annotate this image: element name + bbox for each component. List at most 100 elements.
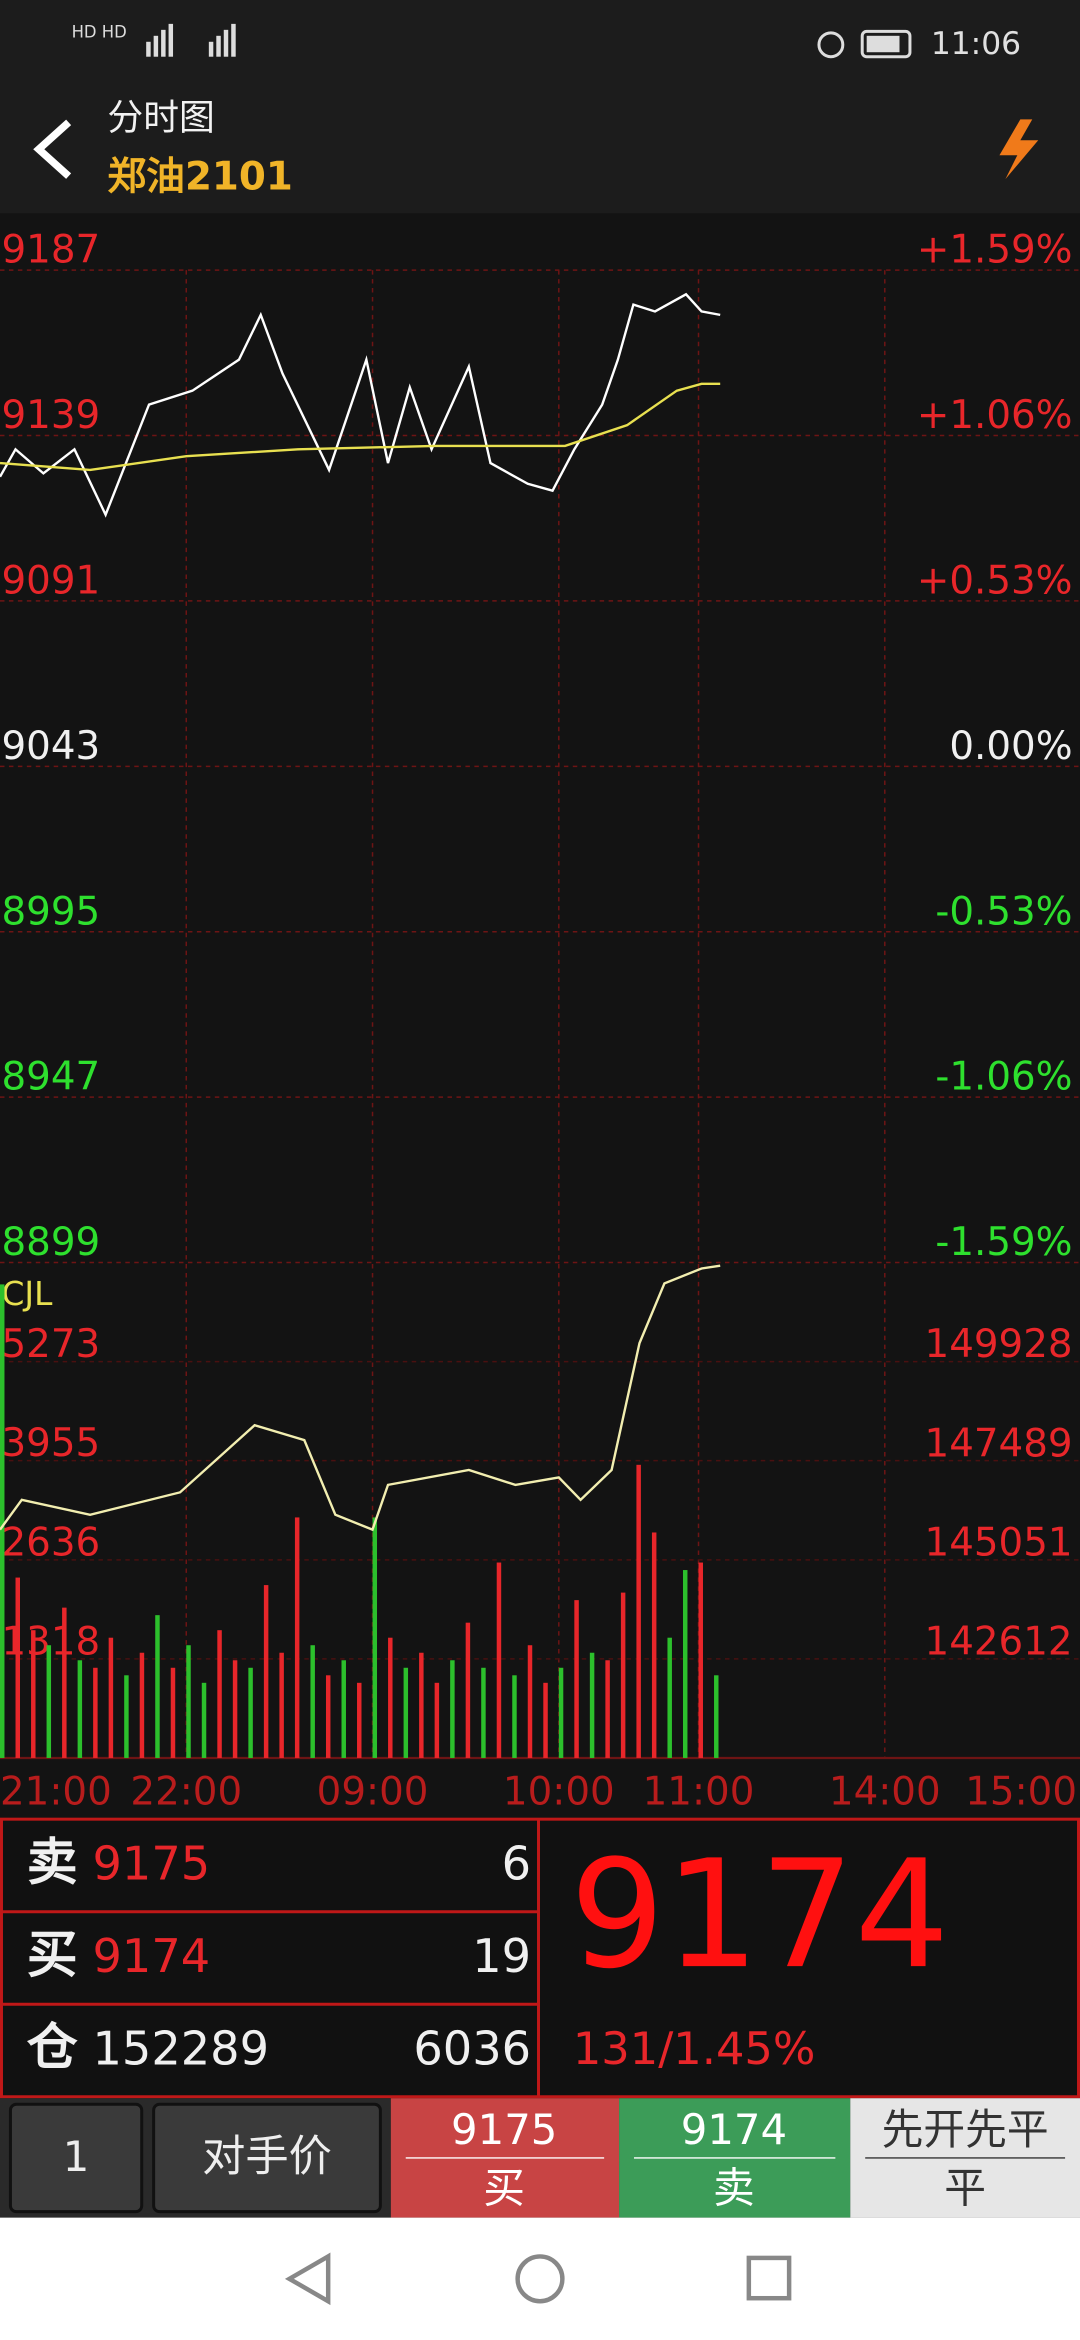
oi-label: 仓 — [27, 2017, 78, 2076]
volume-bar — [481, 1667, 486, 1758]
volume-bar — [372, 1517, 378, 1758]
x-tick-label: 15:00 — [965, 1769, 1077, 1814]
y2-tick-label: 142612 — [925, 1619, 1073, 1664]
x-tick-label: 11:00 — [643, 1769, 755, 1814]
page-title: 分时图 — [107, 97, 214, 138]
nav-recents[interactable] — [746, 2255, 792, 2301]
volume-bar — [294, 1517, 300, 1758]
price-type-button[interactable] — [152, 2102, 382, 2214]
volume-bar — [527, 1645, 533, 1758]
y-tick-label: 3955 — [1, 1421, 100, 1466]
battery-level — [866, 35, 900, 53]
volume-bar — [574, 1600, 579, 1758]
volume-bar — [558, 1667, 564, 1758]
y-tick-label: 9091 — [1, 559, 100, 604]
buy-qty: 19 — [472, 1929, 531, 1983]
volume-bar — [620, 1592, 626, 1758]
y-tick-label: 8899 — [1, 1220, 100, 1265]
flash-button[interactable] — [999, 119, 1039, 180]
back-button[interactable] — [33, 119, 72, 179]
volume-bar — [124, 1675, 129, 1758]
volume-bar — [62, 1607, 67, 1758]
y2-tick-label: +1.59% — [917, 228, 1073, 273]
volume-bar — [170, 1667, 176, 1758]
volume-bar — [388, 1637, 393, 1758]
volume-bar — [419, 1652, 424, 1758]
volume-bar — [201, 1682, 207, 1758]
battery-icon — [860, 29, 912, 59]
buy-button-label: 买 — [483, 2163, 525, 2212]
volume-bar — [186, 1645, 191, 1758]
charts: 9187 9139 9091 9043 8995 8947 8899 +1.59% +1.06%… — [0, 228, 1080, 1814]
nav-bar — [0, 2217, 1080, 2340]
volume-bar — [605, 1660, 610, 1758]
nav-home[interactable] — [515, 2254, 565, 2304]
volume-bar — [589, 1652, 595, 1758]
volume-bar — [108, 1637, 114, 1758]
volume-bar — [232, 1660, 238, 1758]
price-type: 对手价 — [202, 2132, 332, 2182]
sell-button-label: 卖 — [713, 2163, 755, 2212]
y2-tick-label: 0.00% — [949, 724, 1072, 769]
x-tick-label: 14:00 — [829, 1769, 941, 1814]
status-time: 11:06 — [931, 26, 1021, 62]
open-interest-line — [0, 1264, 721, 1532]
volume-bar — [543, 1682, 548, 1758]
volume-bar — [31, 1630, 36, 1758]
y2-tick-label: +0.53% — [917, 559, 1073, 604]
y2-tick-label: 145051 — [925, 1520, 1073, 1565]
last-price: 9174 — [570, 1829, 950, 2002]
y-tick-label: 9043 — [1, 724, 100, 769]
volume-bar — [93, 1667, 98, 1758]
y2-tick-label: 147489 — [925, 1421, 1073, 1466]
volume-bar — [434, 1682, 440, 1758]
y-tick-label: 9187 — [1, 228, 100, 273]
y2-tick-label: +1.06% — [917, 393, 1073, 438]
y2-tick-label: -1.59% — [935, 1220, 1072, 1265]
buy-price: 9174 — [92, 1929, 210, 1983]
volume-bar — [15, 1577, 20, 1758]
open-interest: 152289 — [92, 2021, 269, 2075]
sell-price: 9175 — [92, 1836, 210, 1890]
x-tick-label: 10:00 — [503, 1769, 615, 1814]
volume-bar — [357, 1682, 362, 1758]
volume-bar — [279, 1652, 284, 1758]
sell-label: 卖 — [27, 1832, 78, 1891]
volume-bar — [77, 1660, 83, 1758]
x-tick-label: 21:00 — [0, 1769, 112, 1814]
status-icons: HD HD — [72, 22, 127, 41]
close-label: 平 — [944, 2163, 986, 2212]
volume-bar — [698, 1562, 703, 1758]
price-line — [0, 382, 721, 472]
symbol: 郑油2101 — [107, 155, 292, 200]
buy-button-price: 9175 — [451, 2105, 557, 2154]
volume-bar — [310, 1645, 315, 1758]
volume-bar — [682, 1570, 688, 1758]
volume-bar — [0, 1284, 5, 1758]
volume-bar — [714, 1675, 719, 1758]
volume-bar — [450, 1660, 455, 1758]
x-tick-label: 09:00 — [317, 1769, 429, 1814]
volume-bar — [325, 1675, 331, 1758]
qty-input[interactable] — [8, 2102, 144, 2214]
panel-label: CJL — [1, 1275, 53, 1313]
nav-back[interactable] — [284, 2252, 331, 2306]
volume-bar — [465, 1622, 471, 1758]
y-tick-label: 2636 — [1, 1520, 100, 1565]
volume-bar — [263, 1585, 269, 1758]
y-tick-label: 8995 — [1, 889, 100, 934]
buy-label: 买 — [27, 1925, 78, 1984]
volume-bar — [46, 1645, 52, 1758]
sell-button-price: 9174 — [681, 2105, 787, 2154]
alarm-icon — [817, 31, 845, 59]
volume-bar — [636, 1464, 641, 1758]
volume-bar — [651, 1532, 657, 1758]
volume-bar — [155, 1615, 160, 1758]
sell-qty: 6 — [502, 1836, 531, 1890]
volume-bar — [403, 1667, 409, 1758]
price-line — [0, 292, 721, 518]
volume-bar — [139, 1652, 145, 1758]
y2-tick-label: 149928 — [925, 1322, 1073, 1367]
